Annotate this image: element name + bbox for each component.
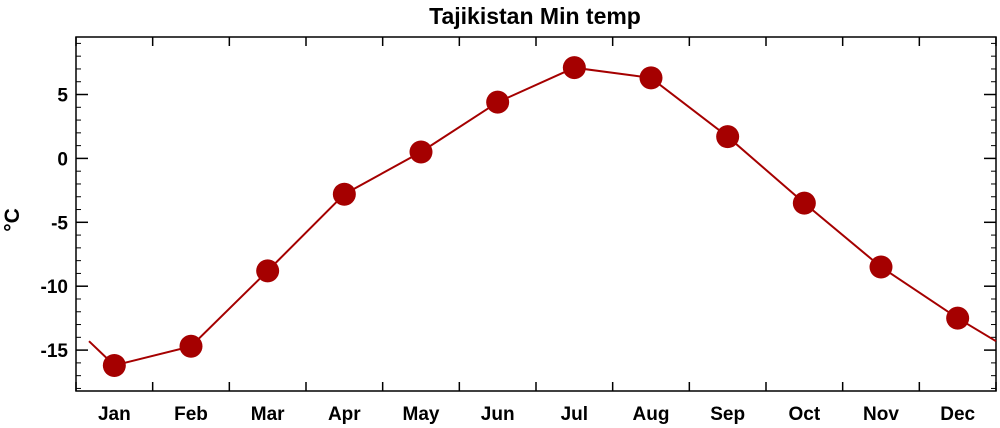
x-tick-label: Sep	[710, 404, 745, 425]
x-tick-label: Jan	[98, 404, 131, 425]
x-tick-label: Feb	[174, 404, 208, 425]
data-point-may	[409, 140, 433, 164]
x-tick-label: Apr	[328, 404, 361, 425]
data-point-jul	[562, 56, 586, 80]
x-tick-label: Jul	[561, 404, 588, 425]
y-tick-label: 5	[57, 86, 68, 107]
x-tick-label: Dec	[940, 404, 975, 425]
x-tick-label: Oct	[788, 404, 820, 425]
data-point-nov	[869, 255, 893, 279]
ticks	[75, 37, 997, 391]
x-tick-labels: Jan Feb Mar Apr May Jun Jul Aug Sep Oct Nov Dec	[98, 404, 976, 425]
x-tick-label: Mar	[251, 404, 285, 425]
x-tick-label: Aug	[633, 404, 670, 425]
x-tick-label: May	[403, 404, 440, 425]
data-point-mar	[256, 259, 280, 283]
data-point-dec	[946, 306, 970, 330]
data-point-apr	[332, 182, 356, 206]
y-tick-labels: -15 -10 -5 0 5	[41, 86, 69, 363]
plot-frame	[75, 36, 997, 392]
y-tick-label: -10	[41, 277, 68, 298]
data-point-aug	[639, 66, 663, 90]
y-tick-label: -15	[41, 341, 69, 362]
x-tick-label: Nov	[863, 404, 899, 425]
data-points	[102, 56, 970, 377]
y-axis-label: °C	[1, 208, 24, 232]
x-tick-label: Jun	[481, 404, 515, 425]
data-point-feb	[179, 334, 203, 358]
series-line	[88, 66, 997, 367]
y-tick-label: 0	[57, 149, 68, 170]
data-point-jan	[102, 353, 126, 377]
data-point-oct	[792, 191, 816, 215]
y-tick-label: -5	[51, 213, 68, 234]
data-point-jun	[486, 90, 510, 114]
chart-title: Tajikistan Min temp	[429, 3, 641, 29]
data-point-sep	[716, 125, 740, 149]
